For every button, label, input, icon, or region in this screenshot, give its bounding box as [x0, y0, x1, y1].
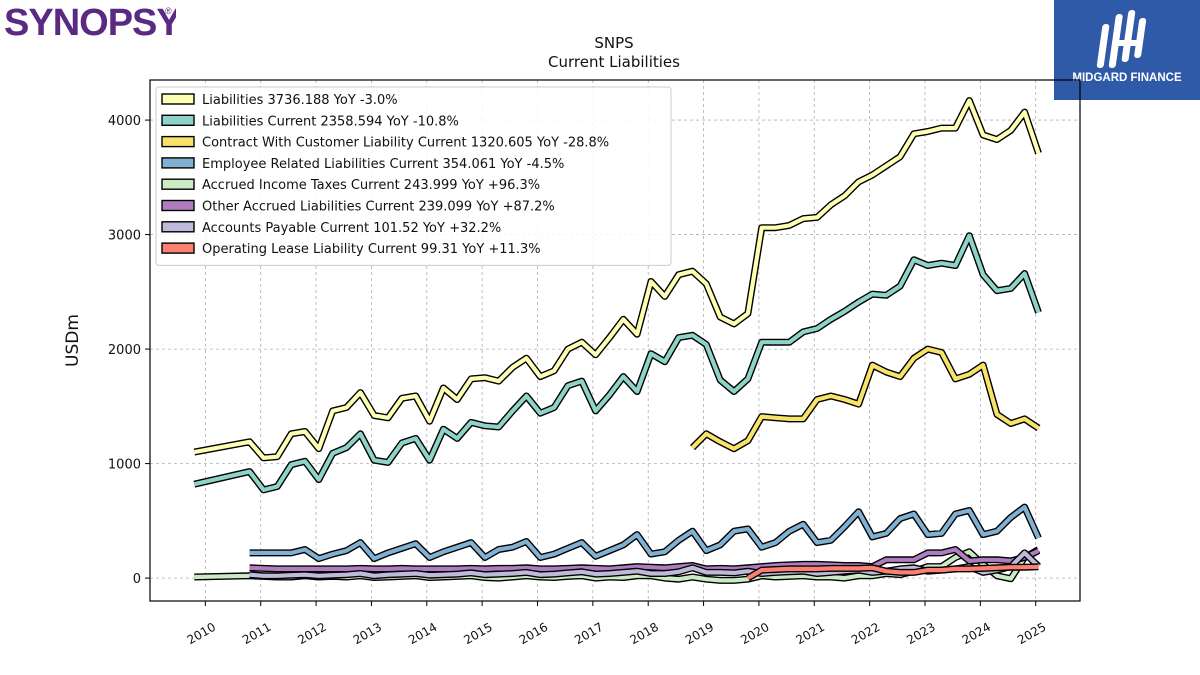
series-2-stroke — [691, 347, 1040, 451]
midgard-finance-logo: MIDGARD FINANCE — [1054, 0, 1200, 100]
y-tick-label: 4000 — [108, 114, 141, 129]
legend-swatch-2 — [161, 135, 195, 148]
x-tick-label: 2018 — [627, 620, 660, 647]
series-6-line — [249, 549, 1041, 580]
series-2-outline — [690, 345, 1041, 453]
legend-label-6: Accounts Payable Current 101.52 YoY +32.… — [202, 221, 501, 236]
legend: Liabilities 3736.188 YoY -3.0% Liabilitie… — [155, 86, 672, 266]
legend-box — [155, 86, 672, 266]
chart-subtitle: Current Liabilities — [548, 53, 680, 71]
series-1-stroke — [193, 233, 1041, 492]
legend-label-3: Employee Related Liabilities Current 354… — [202, 157, 564, 172]
legend-swatch-4 — [161, 178, 195, 190]
legend-label-5: Other Accrued Liabilities Current 239.09… — [202, 200, 555, 215]
midgard-finance-text: MIDGARD FINANCE — [1072, 72, 1182, 84]
x-tick-label: 2017 — [572, 620, 605, 647]
series-0-stroke — [193, 98, 1041, 460]
series-5-stroke — [249, 547, 1040, 572]
synopsys-logo-text: SYNOPSYS — [4, 2, 176, 44]
legend-label-4: Accrued Income Taxes Current 243.999 YoY… — [202, 178, 540, 193]
x-tick-label: 2015 — [461, 620, 494, 647]
synopsys-logo: SYNOPSYS ® — [4, 2, 176, 44]
x-tick-label: 2011 — [240, 620, 273, 647]
legend-label-7: Operating Lease Liability Current 99.31 … — [202, 242, 541, 257]
legend-label-2: Contract With Customer Liability Current… — [202, 136, 609, 151]
series-0-line — [193, 97, 1042, 462]
y-axis-label: USDm — [63, 314, 83, 367]
legend-swatch-3 — [161, 157, 195, 169]
y-tick-label: 1000 — [108, 458, 141, 473]
x-tick-label: 2021 — [794, 620, 827, 647]
y-tick-label: 0 — [133, 572, 141, 587]
legend-swatch-1 — [161, 114, 195, 127]
x-tick-label: 2020 — [738, 620, 771, 647]
series-7-line — [746, 563, 1039, 582]
y-tick-label: 3000 — [108, 229, 141, 244]
legend-swatch-0 — [161, 93, 195, 105]
y-tick-label: 2000 — [108, 343, 141, 358]
x-tick-label: 2016 — [517, 620, 550, 647]
series-1-line — [193, 232, 1042, 494]
x-tick-label: 2025 — [1015, 620, 1048, 647]
series-2-line — [690, 345, 1041, 453]
series-5-line — [249, 546, 1041, 573]
registered-mark: ® — [165, 6, 172, 16]
legend-label-0: Liabilities 3736.188 YoY -3.0% — [202, 93, 398, 108]
x-tick-label: 2022 — [849, 620, 882, 647]
series-3-stroke — [249, 505, 1041, 561]
chart-title: SNPS — [594, 34, 633, 52]
plot-frame — [149, 79, 1081, 602]
x-tick-label: 2012 — [295, 620, 328, 647]
series-7-stroke — [746, 564, 1039, 580]
legend-swatch-7 — [161, 242, 195, 254]
series-3-line — [249, 503, 1042, 563]
x-tick-label: 2024 — [960, 620, 993, 647]
series-lines — [193, 97, 1042, 584]
x-tick-label: 2023 — [904, 620, 937, 647]
legend-swatch-5 — [161, 199, 195, 212]
x-tick-label: 2014 — [406, 620, 439, 647]
legend-swatch-6 — [161, 221, 195, 233]
legend-label-1: Liabilities Current 2358.594 YoY -10.8% — [202, 114, 459, 129]
series-6-stroke — [249, 550, 1040, 578]
x-tick-label: 2013 — [351, 620, 384, 647]
x-tick-label: 2010 — [185, 620, 218, 647]
midgard-emblem-icon: MIDGARD FINANCE — [1072, 10, 1182, 84]
x-tick-label: 2019 — [683, 620, 716, 647]
